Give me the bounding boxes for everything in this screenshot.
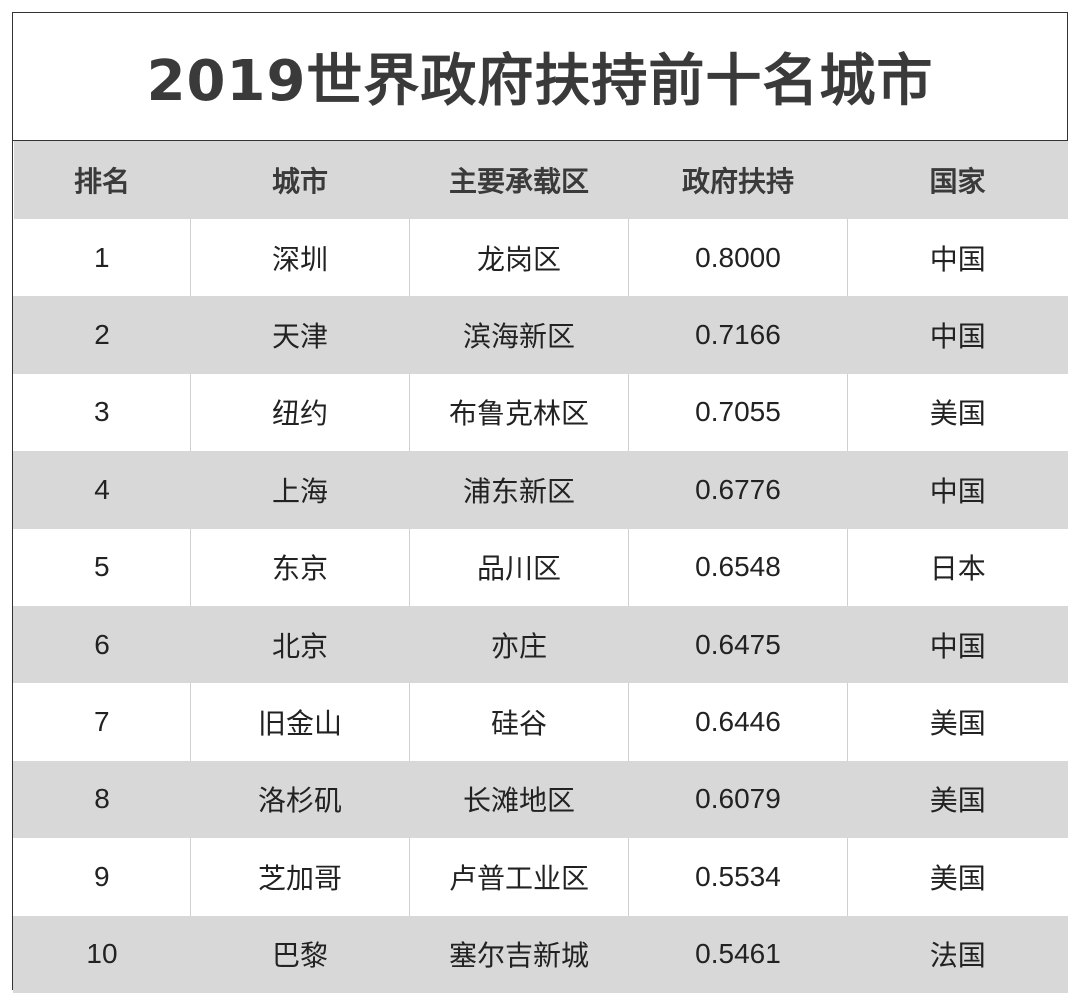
cell-district: 浦东新区: [409, 451, 629, 529]
cell-city: 巴黎: [190, 915, 410, 993]
cell-country: 中国: [847, 296, 1068, 374]
header-city: 城市: [271, 165, 328, 198]
cell-gov-support: 0.8000: [628, 219, 848, 297]
cell-city: 芝加哥: [190, 838, 410, 916]
cell-country: 美国: [847, 760, 1068, 839]
cell-gov-support: 0.6079: [628, 760, 848, 839]
ranking-table: 排名 城市 主要承载区 政府扶持 国家 1 深圳 龙岗区 0.8000 中国 2…: [13, 141, 1068, 993]
table-row: 2 天津 滨海新区 0.7166 中国: [13, 296, 1068, 374]
cell-country: 中国: [847, 451, 1068, 529]
cell-city: 东京: [190, 528, 410, 606]
table-row: 8 洛杉矶 长滩地区 0.6079 美国: [13, 760, 1068, 839]
table-row: 3 纽约 布鲁克林区 0.7055 美国: [13, 373, 1068, 452]
cell-city: 天津: [190, 296, 410, 374]
cell-country: 日本: [847, 528, 1068, 606]
cell-city: 上海: [190, 451, 410, 529]
header-gov-support: 政府扶持: [681, 165, 794, 198]
ranking-table-frame: 2019世界政府扶持前十名城市 排名 城市 主要承载区 政府扶持 国家 1 深圳…: [12, 12, 1068, 993]
cell-rank: 3: [93, 396, 110, 428]
cell-city: 旧金山: [190, 683, 410, 761]
cell-gov-support: 0.6475: [628, 605, 848, 684]
header-district: 主要承载区: [448, 165, 589, 198]
cell-country: 法国: [847, 915, 1068, 993]
cell-rank: 1: [93, 241, 110, 273]
header-country: 国家: [929, 165, 986, 198]
cell-district: 卢普工业区: [409, 838, 629, 916]
table-row: 4 上海 浦东新区 0.6776 中国: [13, 451, 1068, 529]
cell-district: 亦庄: [409, 605, 629, 684]
cell-gov-support: 0.5461: [628, 915, 848, 993]
cell-rank: 10: [13, 915, 191, 993]
cell-country: 美国: [847, 373, 1068, 452]
cell-country: 美国: [847, 683, 1068, 761]
table-row: 5 东京 品川区 0.6548 日本: [13, 528, 1068, 606]
cell-rank: 5: [93, 551, 110, 583]
cell-gov-support: 0.6548: [628, 528, 848, 606]
cell-gov-support: 0.7055: [628, 373, 848, 452]
cell-district: 布鲁克林区: [409, 373, 629, 452]
cell-city: 纽约: [190, 373, 410, 452]
cell-rank: 9: [93, 860, 110, 892]
cell-district: 长滩地区: [409, 760, 629, 839]
header-rank: 排名: [73, 165, 130, 198]
cell-district: 品川区: [409, 528, 629, 606]
cell-rank: 2: [13, 296, 191, 374]
cell-rank: 4: [13, 451, 191, 529]
table-row: 6 北京 亦庄 0.6475 中国: [13, 605, 1068, 684]
cell-city: 北京: [190, 605, 410, 684]
table-row: 9 芝加哥 卢普工业区 0.5534 美国: [13, 838, 1068, 916]
cell-country: 美国: [847, 838, 1068, 916]
cell-gov-support: 0.5534: [628, 838, 848, 916]
cell-city: 洛杉矶: [190, 760, 410, 839]
cell-rank: 6: [13, 605, 191, 684]
cell-gov-support: 0.6446: [628, 683, 848, 761]
cell-rank: 7: [93, 706, 110, 738]
cell-country: 中国: [847, 219, 1068, 297]
cell-district: 滨海新区: [409, 296, 629, 374]
cell-district: 龙岗区: [409, 219, 629, 297]
cell-country: 中国: [847, 605, 1068, 684]
table-header-row: 排名 城市 主要承载区 政府扶持 国家: [13, 141, 1068, 219]
table-row: 10 巴黎 塞尔吉新城 0.5461 法国: [13, 915, 1068, 993]
cell-district: 硅谷: [409, 683, 629, 761]
page-title: 2019世界政府扶持前十名城市: [13, 13, 1067, 141]
cell-rank: 8: [13, 760, 191, 839]
table-row: 7 旧金山 硅谷 0.6446 美国: [13, 683, 1068, 761]
cell-gov-support: 0.7166: [628, 296, 848, 374]
cell-district: 塞尔吉新城: [409, 915, 629, 993]
cell-city: 深圳: [190, 219, 410, 297]
table-row: 1 深圳 龙岗区 0.8000 中国: [13, 219, 1068, 297]
cell-gov-support: 0.6776: [628, 451, 848, 529]
